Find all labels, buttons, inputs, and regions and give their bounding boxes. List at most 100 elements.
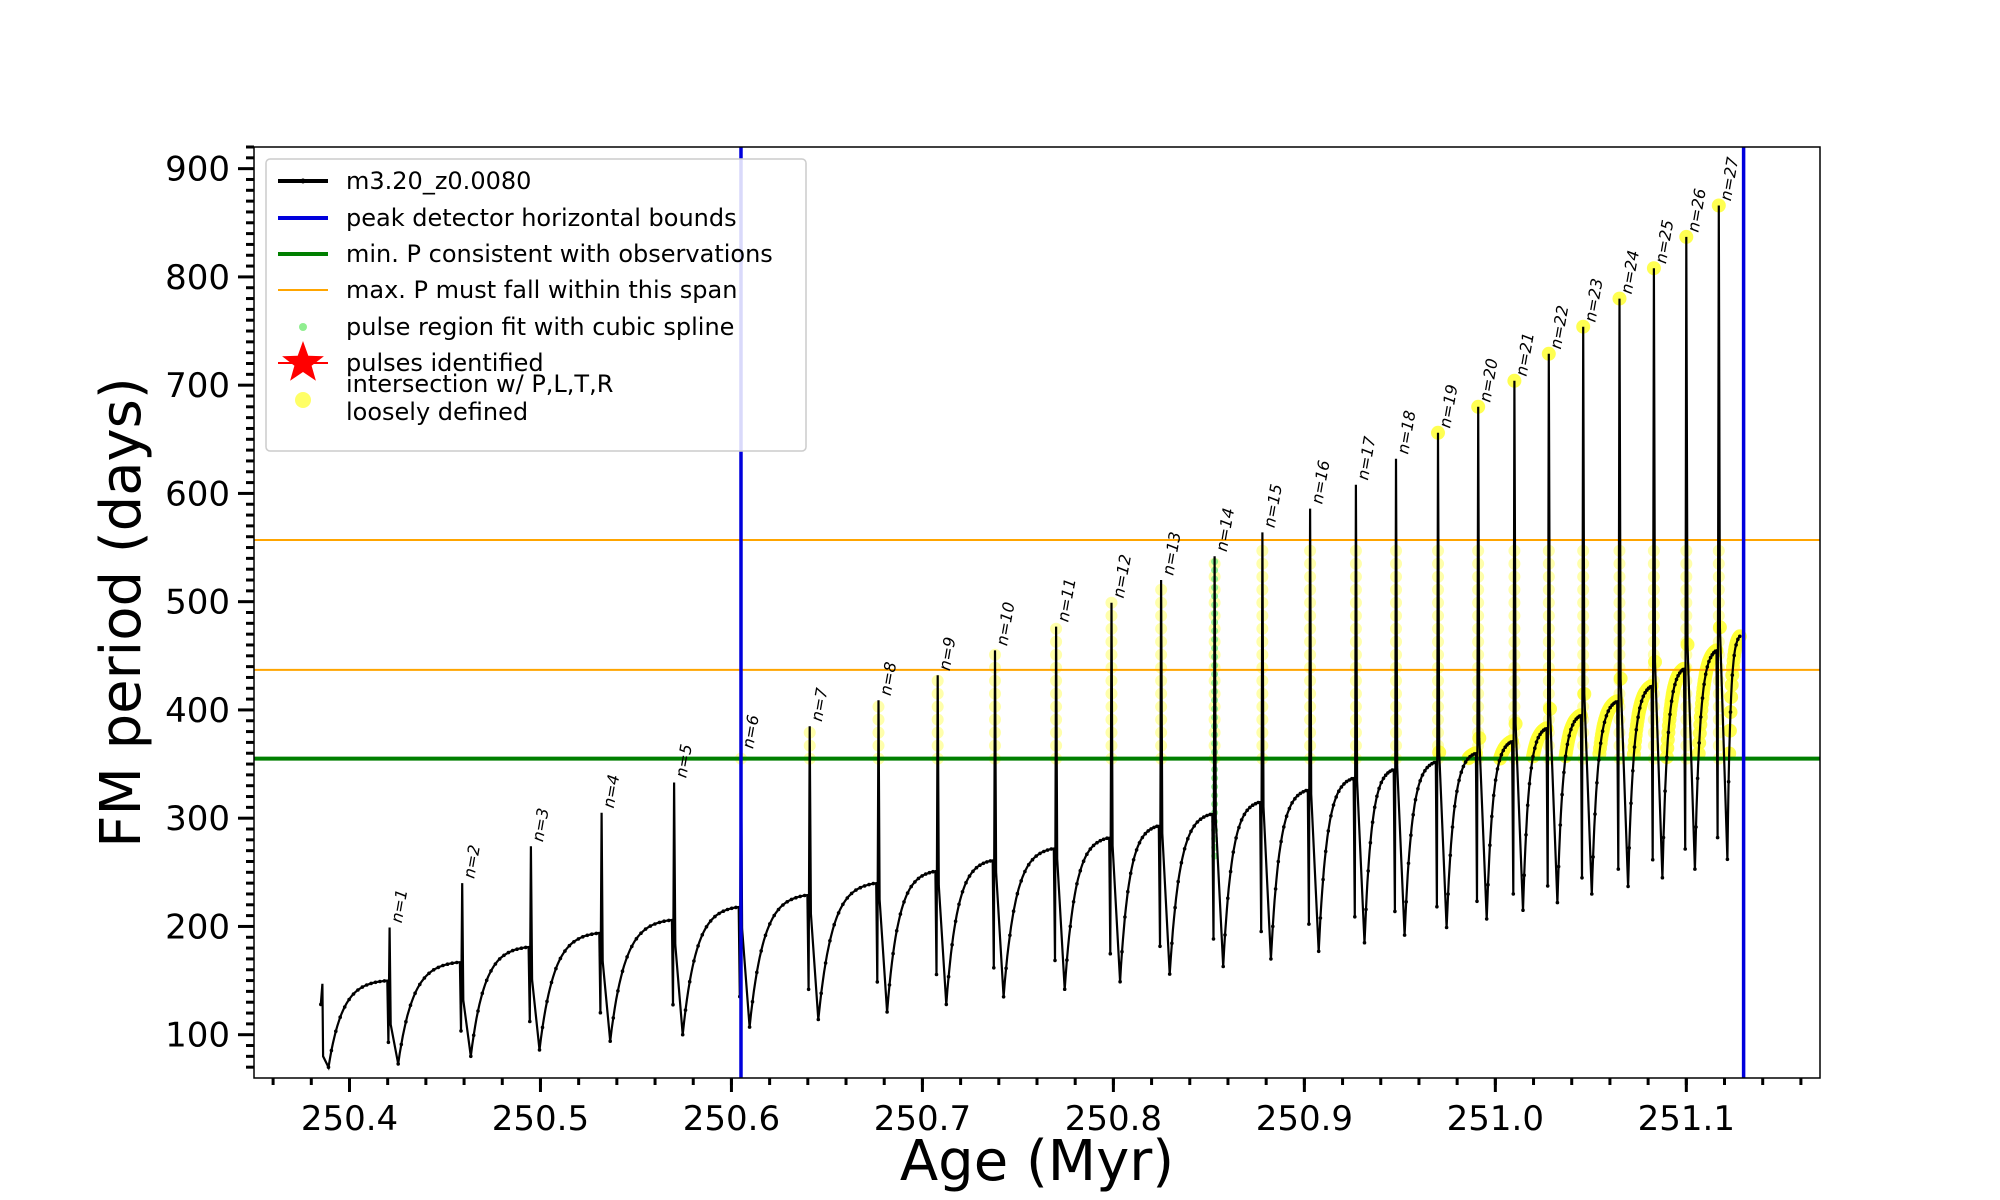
- series-point: [1126, 889, 1130, 894]
- series-point: [1189, 829, 1193, 834]
- series-point: [1524, 833, 1528, 837]
- series-point: [974, 865, 979, 870]
- series-point: [1604, 714, 1609, 718]
- series-point: [819, 991, 823, 996]
- series-point: [768, 922, 772, 926]
- series-point: [1459, 770, 1464, 774]
- series-point: [759, 949, 763, 953]
- series-point: [1509, 740, 1513, 744]
- series-point: [1091, 843, 1096, 848]
- series-point: [378, 979, 382, 984]
- series-point: [1045, 848, 1050, 852]
- series-point: [776, 907, 781, 912]
- series-point: [1173, 905, 1177, 910]
- series-point: [334, 1029, 338, 1034]
- legend-label-1: peak detector horizontal bounds: [346, 204, 737, 232]
- series-point: [1068, 924, 1073, 929]
- series-point: [1362, 940, 1367, 945]
- series-point: [1158, 944, 1162, 949]
- series-point: [1527, 781, 1532, 786]
- series-point: [923, 872, 928, 876]
- series-point: [1536, 735, 1541, 740]
- series-point: [1149, 827, 1153, 831]
- series-point: [806, 987, 811, 992]
- series-point: [455, 960, 459, 965]
- series-point: [1269, 957, 1273, 961]
- series-point: [653, 922, 657, 926]
- series-point: [1461, 764, 1466, 769]
- series-point: [992, 966, 996, 970]
- series-point: [836, 911, 841, 915]
- series-point: [1364, 907, 1368, 912]
- series-point: [594, 931, 599, 936]
- series-point: [581, 935, 585, 939]
- series-point: [1715, 835, 1720, 840]
- series-point: [704, 925, 709, 929]
- pulse-label-n=23: n=23: [1580, 277, 1606, 324]
- x-tick-label: 250.4: [301, 1099, 398, 1139]
- series-point: [1681, 667, 1685, 672]
- series-point: [1128, 871, 1133, 876]
- series-point: [1495, 767, 1500, 771]
- series-point: [978, 863, 982, 867]
- series-point: [1732, 653, 1736, 658]
- series-point: [1366, 869, 1370, 873]
- series-point: [798, 894, 802, 899]
- series-point: [858, 885, 863, 890]
- series-point: [1234, 836, 1238, 840]
- pulse-label-n=25: n=25: [1651, 218, 1677, 265]
- series-point: [789, 897, 794, 902]
- series-point: [729, 906, 734, 911]
- series-point: [1182, 847, 1187, 851]
- series-point: [717, 911, 721, 916]
- series-point: [1668, 712, 1672, 717]
- pulse-label-n=2: n=2: [459, 843, 484, 880]
- pulse-label-n=18: n=18: [1393, 409, 1419, 456]
- series-point: [1463, 760, 1468, 764]
- series-point: [981, 861, 986, 866]
- series-point: [1108, 951, 1113, 956]
- series-point: [1420, 773, 1425, 777]
- series-point: [894, 929, 899, 933]
- series-point: [1455, 789, 1459, 794]
- x-tick-label: 251.0: [1447, 1099, 1544, 1139]
- series-point: [1543, 727, 1548, 731]
- series-layer: [319, 205, 1742, 1071]
- series-point: [1226, 896, 1230, 901]
- pulse-label-n=3: n=3: [528, 807, 553, 844]
- y-tick-label: 300: [165, 799, 230, 839]
- series-point: [1211, 937, 1216, 941]
- pulse-label-n=20: n=20: [1475, 357, 1501, 404]
- series-point: [1316, 949, 1321, 954]
- series-point: [563, 949, 567, 953]
- series-point: [1404, 900, 1408, 904]
- series-point: [576, 937, 581, 941]
- series-point: [1627, 846, 1631, 850]
- series-point: [1004, 966, 1008, 971]
- series-point: [1565, 742, 1570, 747]
- series-point: [459, 1029, 463, 1033]
- series-point: [1075, 882, 1079, 886]
- series-point: [1708, 655, 1713, 660]
- series-point: [1152, 825, 1156, 830]
- series-point: [683, 1008, 688, 1012]
- series-point: [1707, 659, 1711, 664]
- series-point: [1639, 699, 1644, 703]
- series-point: [351, 992, 356, 996]
- series-point: [648, 924, 653, 928]
- series-point: [687, 979, 692, 984]
- series-point: [1475, 899, 1479, 904]
- series-point: [1179, 860, 1184, 865]
- series-point: [967, 874, 972, 878]
- series-point: [909, 884, 913, 889]
- series-point: [630, 944, 634, 949]
- series-point: [1521, 908, 1525, 912]
- series-point: [1736, 637, 1740, 642]
- series-point: [832, 922, 836, 927]
- series-point: [1591, 855, 1595, 859]
- series-point: [885, 1010, 889, 1014]
- series-point: [471, 1033, 476, 1038]
- series-point: [971, 869, 975, 874]
- axes: 250.4 250.5 250.6 250.7 250.8 250.9 251.0 251.1…: [165, 145, 1803, 1139]
